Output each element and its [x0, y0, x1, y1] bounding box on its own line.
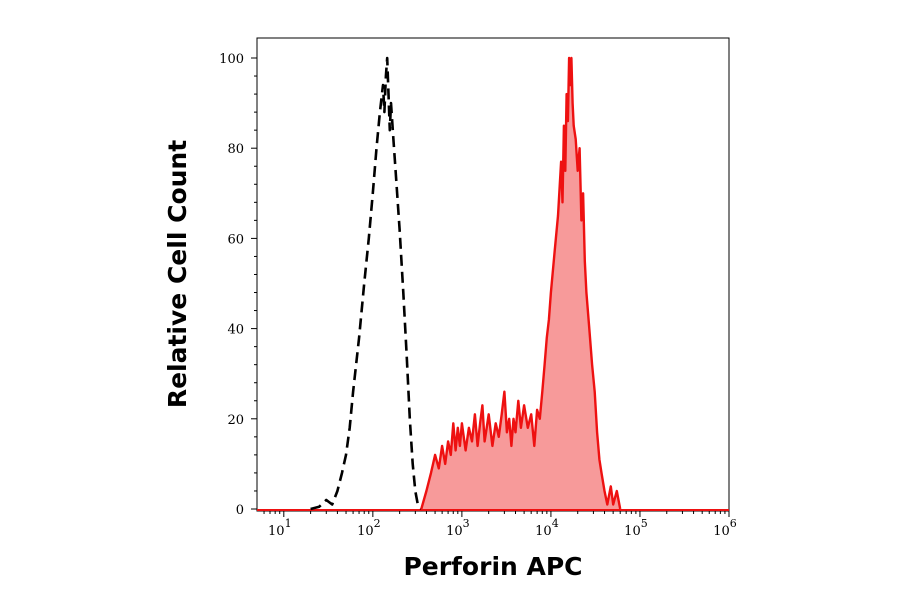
x-tick-label: 101	[268, 517, 292, 539]
y-tick-label: 20	[227, 413, 244, 428]
x-tick-label: 104	[535, 517, 559, 539]
chart-ticks: 0 20 40 60 80 100 101 102 103 104 105 106	[219, 52, 737, 539]
x-tick-label: 106	[713, 517, 737, 539]
x-axis-title: Perforin APC	[403, 552, 582, 581]
y-axis-title: Relative Cell Count	[163, 140, 192, 408]
chart-marks	[257, 56, 729, 511]
y-tick-label: 40	[227, 323, 244, 338]
control-histogram-line	[310, 56, 423, 511]
y-tick-label: 0	[236, 503, 244, 518]
x-tick-label: 105	[624, 517, 648, 539]
y-tick-label: 80	[227, 142, 244, 157]
stained-histogram-line	[420, 56, 622, 510]
x-tick-label: 103	[446, 517, 470, 539]
y-tick-label: 60	[227, 232, 244, 247]
y-tick-label: 100	[219, 52, 244, 67]
histogram-area-2	[421, 58, 621, 509]
x-tick-label: 102	[357, 517, 381, 539]
